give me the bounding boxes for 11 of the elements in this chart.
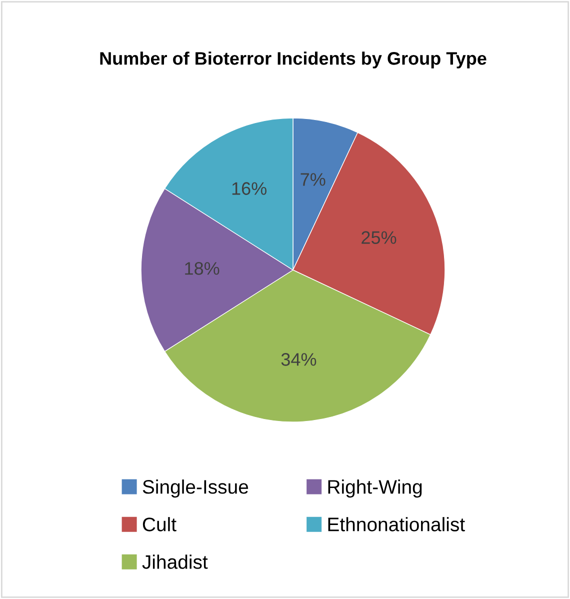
data-label: 25%	[362, 231, 396, 244]
legend-label: Right-Wing	[328, 480, 422, 498]
data-label: 34%	[281, 353, 316, 366]
legend-label: Jihadist	[142, 554, 208, 569]
legend-label: Single-Issue	[142, 480, 248, 498]
data-label: 16%	[232, 182, 267, 195]
legend-label: Cult	[142, 517, 176, 532]
legend-label: Ethnonationalist	[328, 517, 465, 532]
data-label: 7%	[300, 173, 326, 186]
data-label: 18%	[185, 262, 220, 275]
chart-title: Number of Bioterror Incidents by Group Type	[100, 52, 486, 68]
